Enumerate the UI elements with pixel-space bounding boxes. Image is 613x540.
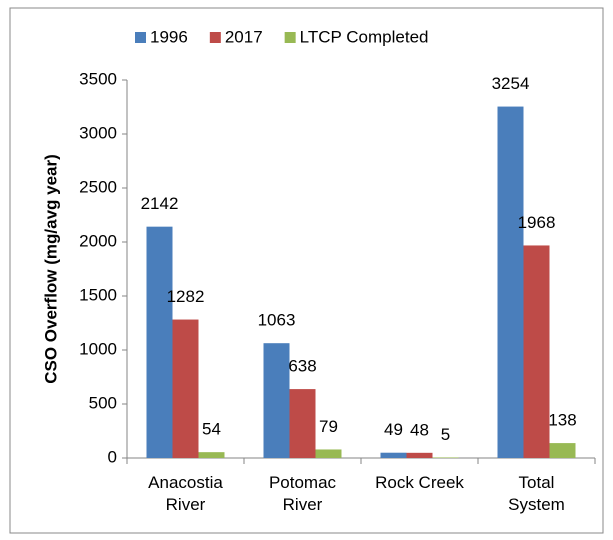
bar: [315, 449, 342, 458]
value-label: 48: [410, 420, 429, 439]
bar: [549, 443, 576, 458]
bar: [497, 106, 524, 459]
x-tick-label: Anacostia River: [148, 473, 223, 514]
bar: [380, 452, 407, 458]
legend-swatch: [135, 32, 146, 43]
value-label: 79: [319, 417, 338, 436]
bar: [172, 319, 199, 458]
bar: [432, 457, 459, 458]
value-label: 1968: [518, 213, 556, 232]
x-tick-label: Potomac River: [268, 473, 337, 514]
legend-swatch: [209, 32, 221, 43]
value-label: 49: [384, 420, 403, 439]
y-tick-label: 3500: [79, 69, 117, 88]
y-tick-label: 1000: [79, 339, 117, 358]
value-label: 2142: [141, 194, 179, 213]
legend-label: 2017: [225, 27, 263, 46]
bar: [289, 389, 316, 458]
legend-label: LTCP Completed: [300, 27, 429, 46]
value-label: 54: [202, 420, 221, 439]
y-tick-label: 2000: [79, 231, 117, 250]
bar: [523, 245, 550, 458]
chart-border: [9, 7, 604, 534]
bar: [406, 452, 433, 458]
x-tick-label: Rock Creek: [375, 473, 464, 492]
y-tick-label: 3000: [79, 123, 117, 142]
value-label: 3254: [492, 74, 530, 93]
bar: [198, 452, 225, 458]
value-label: 138: [548, 411, 576, 430]
y-tick-label: 0: [108, 447, 117, 466]
legend-swatch: [284, 32, 296, 43]
y-axis-label: CSO Overflow (mg/avg year): [41, 154, 60, 384]
legend-label: 1996: [150, 27, 188, 46]
value-label: 638: [288, 357, 316, 376]
bar: [146, 226, 173, 458]
x-tick-label: Total System: [508, 473, 565, 514]
y-tick-label: 2500: [79, 177, 117, 196]
y-tick-label: 500: [89, 393, 117, 412]
value-label: 1063: [258, 311, 296, 330]
y-tick-label: 1500: [79, 285, 117, 304]
value-label: 1282: [167, 287, 205, 306]
bar: [263, 343, 290, 458]
value-label: 5: [441, 425, 450, 444]
